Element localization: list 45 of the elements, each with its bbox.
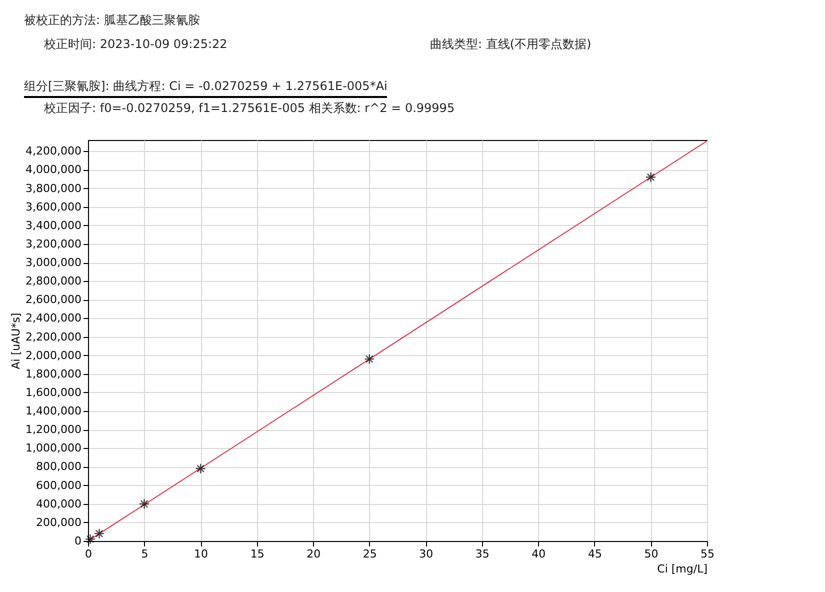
y-tick-label: 3,400,000 (26, 218, 82, 232)
point (138, 498, 150, 510)
text: 校正因子: f0=-0.0270259, f1=1.27561E-005 相关系数: r^2 = 0.99995 (44, 100, 455, 117)
x-tick-label: 20 (306, 548, 321, 560)
chart-title: 被校正的方法: 胍基乙酸三聚氰胺 (24, 12, 200, 29)
point (645, 172, 656, 182)
point (364, 354, 375, 364)
y-tick-label: 3,200,000 (26, 237, 82, 250)
y-tick-label: 200,000 (36, 516, 82, 529)
y-tick-label: 3,800,000 (26, 182, 82, 195)
y-tick-label: 1,400,000 (26, 404, 82, 418)
y-tick-label: 2,200,000 (26, 330, 82, 344)
x-tick-label: 30 (419, 548, 434, 560)
x-tick-label: 35 (475, 548, 490, 560)
point (195, 463, 206, 474)
y-tick-label: 1,800,000 (26, 367, 82, 380)
text: 组分[三聚氰胺]: 曲线方程: Ci = -0.0270259 + 1.27561E-005*Ai (24, 78, 388, 98)
text: 校正时间: 2023-10-09 09:25:22 (44, 36, 228, 53)
y-tick-label: 2,000,000 (26, 348, 82, 362)
y-tick-label: 4,000,000 (26, 163, 82, 176)
x-tick-label: 40 (532, 548, 546, 560)
y-tick-label: 3,000,000 (26, 256, 82, 270)
x-tick-label: 0 (85, 548, 92, 560)
y-axis-title: Ai [uAU*s] (10, 312, 23, 370)
y-tick-label: 800,000 (36, 460, 82, 474)
x-tick-label: 50 (644, 548, 658, 560)
y-tick-label: 400,000 (36, 497, 82, 510)
y-tick-label: 2,600,000 (26, 293, 82, 306)
x-tick-label: 15 (250, 548, 264, 560)
y-tick-label: 600,000 (36, 478, 82, 492)
x-tick-label: 10 (194, 548, 208, 560)
text: 曲线类型: 直线(不用零点数据) (430, 36, 592, 53)
y-tick-label: 1,200,000 (26, 423, 82, 436)
x-tick-label: 5 (141, 548, 148, 560)
y-tick-label: 3,600,000 (26, 200, 82, 214)
x-axis-title: Ci [mg/L] (657, 562, 708, 576)
x-tick-label: 25 (362, 548, 377, 560)
x-tick-label: 55 (700, 548, 714, 560)
x-tick-label: 45 (588, 548, 602, 560)
y-tick-label: 2,400,000 (26, 312, 82, 325)
y-tick-label: 0 (74, 534, 82, 548)
y-tick-label: 2,800,000 (26, 274, 82, 288)
y-tick-label: 1,000,000 (26, 442, 82, 455)
y-tick-label: 1,600,000 (26, 386, 82, 399)
y-tick-label: 4,200,000 (26, 144, 82, 158)
